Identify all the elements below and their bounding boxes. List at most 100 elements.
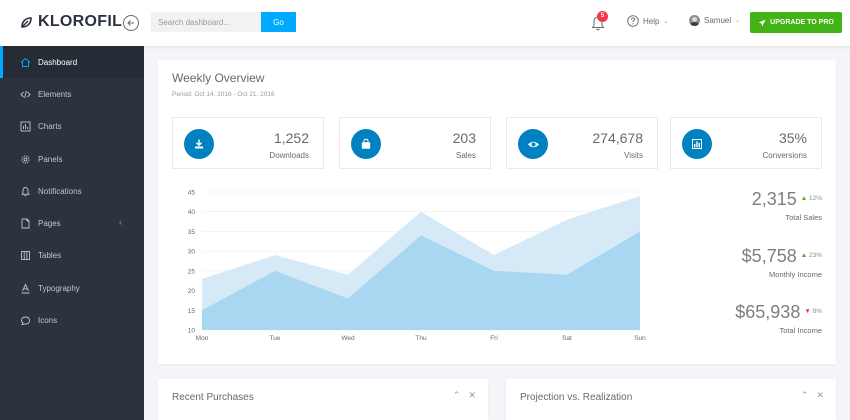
chevron-up-icon[interactable]: ⌃ bbox=[800, 390, 809, 400]
panel-title: Projection vs. Realization bbox=[520, 392, 633, 403]
stat-change-value: 12% bbox=[808, 195, 822, 202]
metric-conversions: 35% Conversions bbox=[670, 117, 822, 169]
brand-logo[interactable]: KLOROFIL bbox=[20, 13, 122, 31]
notification-badge: 5 bbox=[597, 11, 608, 22]
x-tick-label: Mon bbox=[196, 335, 209, 342]
rocket-icon bbox=[758, 19, 766, 26]
search-go-button[interactable]: Go bbox=[261, 12, 296, 32]
panel-title: Weekly Overview bbox=[172, 71, 265, 85]
y-tick-label: 10 bbox=[188, 328, 196, 335]
upgrade-to-pro-button[interactable]: UPGRADE TO PRO bbox=[750, 12, 842, 33]
user-menu[interactable]: Samuel ⌄ bbox=[689, 15, 740, 26]
cog-icon bbox=[21, 154, 30, 164]
sidebar-item-label: Charts bbox=[38, 122, 62, 132]
top-navbar: KLOROFIL Go 5 Help ⌄ Samuel ⌄ UPGRADE TO… bbox=[0, 0, 850, 46]
metric-label: Conversions bbox=[762, 151, 807, 160]
sidebar-item-label: Notifications bbox=[38, 186, 82, 196]
download-icon bbox=[184, 129, 214, 159]
search-input[interactable] bbox=[151, 12, 261, 32]
bell-icon bbox=[21, 186, 30, 197]
brand-name: KLOROFIL bbox=[38, 13, 123, 30]
metric-label: Downloads bbox=[269, 151, 309, 160]
recent-purchases-panel: Recent Purchases ⌃ ✕ bbox=[158, 379, 488, 420]
caret-up-icon: ▲ bbox=[800, 195, 808, 202]
stat-total-sales: 2,315 ▲ 12% Total Sales bbox=[752, 189, 822, 222]
weekly-area-chart: 10 15 20 25 30 35 40 45 Mon Tue Wed Thu Fri Sat Sun bbox=[188, 190, 646, 343]
stat-label: Total Sales bbox=[785, 213, 822, 222]
metric-sales: 203 Sales bbox=[339, 117, 491, 169]
metric-value: 35% bbox=[778, 130, 807, 146]
metric-label: Sales bbox=[455, 151, 476, 160]
sidebar-item-label: Dashboard bbox=[38, 57, 78, 67]
stat-value: 2,315 bbox=[751, 189, 797, 209]
shopping-bag-icon bbox=[351, 129, 381, 159]
sidebar-item-typography[interactable]: Typography bbox=[0, 272, 144, 304]
metric-value: 1,252 bbox=[273, 130, 309, 146]
text-format-icon bbox=[21, 283, 30, 294]
stat-change-value: 8% bbox=[812, 308, 822, 315]
sidebar-item-charts[interactable]: Charts bbox=[0, 111, 144, 143]
metric-visits: 274,678 Visits bbox=[506, 117, 658, 169]
sidebar-item-panels[interactable]: Panels bbox=[0, 143, 144, 175]
user-name: Samuel bbox=[704, 16, 732, 25]
code-icon bbox=[20, 90, 31, 99]
file-icon bbox=[21, 218, 30, 229]
metric-label: Visits bbox=[624, 151, 643, 160]
y-tick-label: 15 bbox=[188, 308, 196, 315]
x-tick-label: Fri bbox=[490, 335, 498, 342]
stat-change: ▲ 23% bbox=[801, 252, 822, 259]
sidebar-item-elements[interactable]: Elements bbox=[0, 78, 144, 110]
linearicons-icon bbox=[21, 316, 30, 326]
metric-downloads: 1,252 Downloads bbox=[172, 117, 324, 169]
stat-change: ▼ 8% bbox=[804, 308, 822, 315]
weekly-overview-panel: Weekly Overview Period: Oct 14, 2016 - O… bbox=[158, 60, 836, 364]
y-tick-label: 35 bbox=[188, 229, 196, 236]
panel-period: Period: Oct 14, 2016 - Oct 21, 2016 bbox=[172, 91, 275, 98]
y-tick-label: 20 bbox=[188, 288, 196, 295]
bar-chart-icon bbox=[682, 129, 712, 159]
sidebar-item-label: Tables bbox=[38, 251, 62, 261]
y-tick-label: 30 bbox=[188, 249, 196, 256]
x-tick-label: Sat bbox=[562, 335, 572, 342]
projection-panel: Projection vs. Realization ⌃ ✕ bbox=[506, 379, 836, 420]
sidebar-item-dashboard[interactable]: Dashboard bbox=[0, 46, 144, 79]
help-label: Help bbox=[643, 16, 660, 26]
x-tick-label: Wed bbox=[341, 335, 355, 342]
eye-icon bbox=[518, 129, 548, 159]
x-tick-label: Sun bbox=[634, 335, 646, 342]
home-icon bbox=[20, 57, 31, 67]
panel-controls: ⌃ ✕ bbox=[801, 390, 824, 401]
panel-title: Recent Purchases bbox=[172, 392, 254, 403]
caret-up-icon: ▲ bbox=[800, 252, 808, 259]
stat-total-income: $65,938 ▼ 8% Total Income bbox=[735, 302, 822, 335]
metric-value: 203 bbox=[452, 130, 476, 146]
klorofil-leaf-icon bbox=[21, 16, 32, 28]
close-icon[interactable]: ✕ bbox=[816, 390, 824, 400]
chevron-down-icon: ⌄ bbox=[663, 18, 669, 25]
sidebar-item-notifications[interactable]: Notifications bbox=[0, 175, 144, 207]
stat-label: Monthly Income bbox=[769, 270, 822, 279]
sidebar-item-label: Icons bbox=[38, 316, 58, 326]
upgrade-label: UPGRADE TO PRO bbox=[770, 19, 834, 26]
stat-monthly-income: $5,758 ▲ 23% Monthly Income bbox=[742, 246, 822, 279]
sidebar-item-tables[interactable]: Tables bbox=[0, 240, 144, 272]
metric-value: 274,678 bbox=[592, 130, 643, 146]
stat-value: $65,938 bbox=[735, 302, 801, 322]
help-circle-icon bbox=[627, 15, 639, 27]
y-tick-label: 45 bbox=[188, 190, 196, 197]
sidebar-item-label: Panels bbox=[38, 154, 63, 164]
search-form: Go bbox=[151, 12, 296, 32]
chevron-up-icon[interactable]: ⌃ bbox=[452, 390, 461, 400]
y-tick-label: 40 bbox=[188, 209, 196, 216]
sidebar: Dashboard Elements Charts Panels Notific… bbox=[0, 46, 144, 420]
close-icon[interactable]: ✕ bbox=[468, 390, 476, 400]
stat-value: $5,758 bbox=[741, 246, 797, 266]
sidebar-item-pages[interactable]: Pages ‹ bbox=[0, 207, 144, 239]
help-menu[interactable]: Help ⌄ bbox=[627, 15, 668, 27]
sidebar-item-icons[interactable]: Icons bbox=[0, 304, 144, 336]
user-avatar bbox=[689, 15, 700, 26]
y-tick-label: 25 bbox=[188, 268, 196, 275]
x-tick-label: Tue bbox=[270, 335, 281, 342]
chevron-down-icon: ⌄ bbox=[735, 18, 741, 24]
sidebar-toggle-icon[interactable] bbox=[122, 14, 140, 32]
